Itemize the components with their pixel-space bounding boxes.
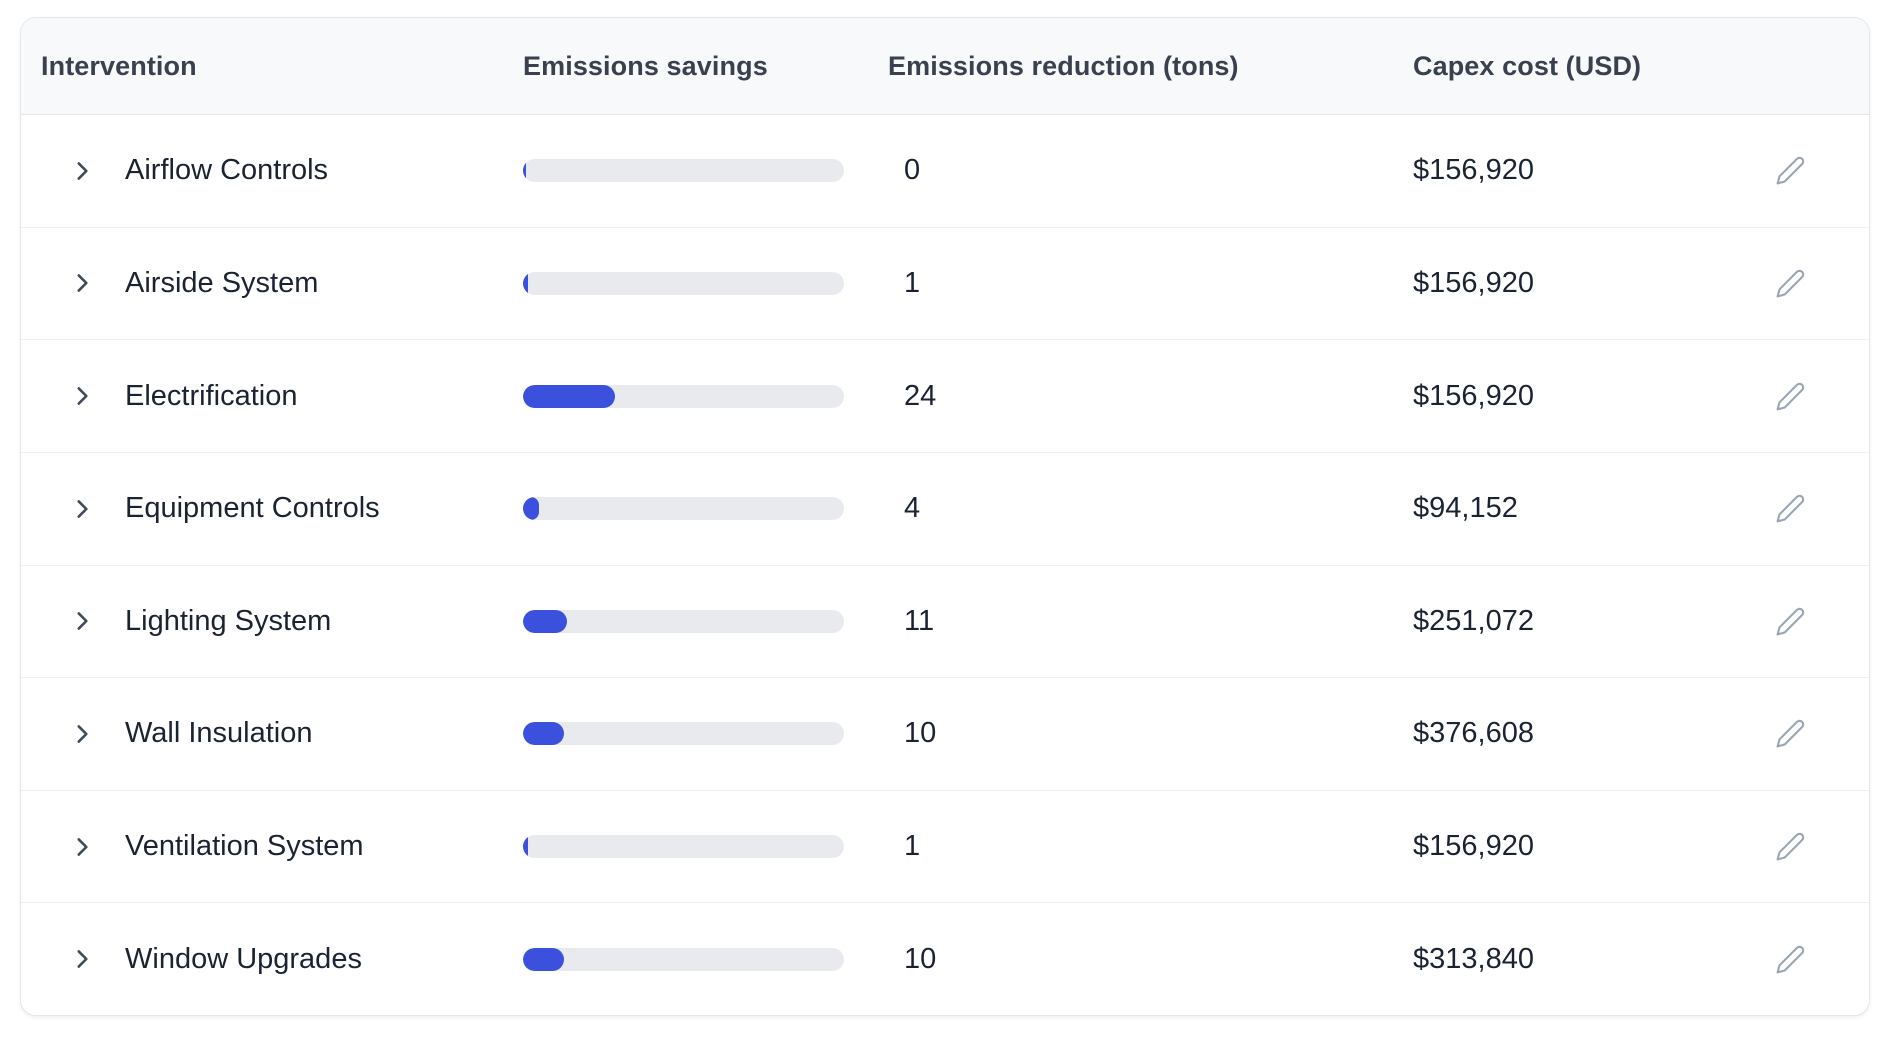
capex-cell: $313,840	[1413, 942, 1869, 976]
capex-cell: $251,072	[1413, 604, 1869, 638]
intervention-label: Airflow Controls	[125, 154, 329, 187]
emissions-savings-bar-fill	[523, 497, 540, 521]
column-header-emissions-savings: Emissions savings	[523, 50, 768, 81]
emissions-reduction-value: 0	[904, 154, 921, 187]
emissions-savings-cell	[523, 947, 888, 971]
column-header-intervention: Intervention	[41, 50, 197, 81]
chevron-right-icon[interactable]	[67, 719, 97, 749]
chevron-right-icon[interactable]	[67, 156, 97, 186]
emissions-reduction-value: 10	[904, 717, 937, 750]
table-row[interactable]: Wall Insulation 10 $376,608	[21, 677, 1869, 790]
emissions-reduction-value: 4	[904, 492, 921, 525]
emissions-savings-bar-fill	[523, 835, 528, 859]
emissions-reduction-value: 11	[904, 604, 935, 637]
emissions-reduction-value: 10	[904, 942, 937, 975]
chevron-right-icon[interactable]	[67, 381, 97, 411]
capex-cell: $156,920	[1413, 154, 1869, 188]
intervention-label: Electrification	[125, 379, 298, 412]
capex-cell: $156,920	[1413, 266, 1869, 300]
emissions-reduction-value: 24	[904, 379, 937, 412]
capex-cell: $156,920	[1413, 379, 1869, 413]
emissions-savings-bar-fill	[523, 384, 616, 408]
column-header-capex-cost: Capex cost (USD)	[1413, 50, 1642, 81]
emissions-savings-bar-track	[523, 722, 844, 746]
intervention-label: Wall Insulation	[125, 717, 313, 750]
capex-value: $156,920	[1413, 830, 1534, 863]
chevron-right-icon[interactable]	[67, 944, 97, 974]
intervention-label: Airside System	[125, 266, 319, 299]
table-row[interactable]: Window Upgrades 10 $313,840	[21, 902, 1869, 1015]
capex-cell: $156,920	[1413, 830, 1869, 864]
intervention-cell: Equipment Controls	[21, 492, 523, 525]
emissions-savings-cell	[523, 609, 888, 633]
intervention-cell: Electrification	[21, 380, 523, 413]
intervention-cell: Window Upgrades	[21, 943, 523, 976]
emissions-savings-bar-fill	[523, 722, 564, 746]
chevron-right-icon[interactable]	[67, 606, 97, 636]
table-row[interactable]: Equipment Controls 4 $94,152	[21, 451, 1869, 565]
emissions-savings-bar-fill	[523, 159, 526, 183]
emissions-savings-bar-track	[523, 384, 844, 408]
intervention-cell: Lighting System	[21, 605, 523, 638]
intervention-cell: Wall Insulation	[21, 717, 523, 750]
table-row[interactable]: Lighting System 11 $251,072	[21, 564, 1869, 678]
chevron-right-icon[interactable]	[67, 268, 97, 298]
intervention-label: Window Upgrades	[125, 942, 362, 975]
capex-value: $251,072	[1413, 604, 1534, 637]
emissions-savings-cell	[523, 271, 888, 295]
table-body: Airflow Controls 0 $156,920 Airside Syst…	[21, 115, 1869, 1015]
emissions-savings-cell	[523, 722, 888, 746]
chevron-right-icon[interactable]	[67, 494, 97, 524]
intervention-label: Ventilation System	[125, 830, 364, 863]
column-header-emissions-reduction: Emissions reduction (tons)	[888, 50, 1239, 81]
intervention-cell: Airside System	[21, 267, 523, 300]
capex-value: $376,608	[1413, 717, 1534, 750]
emissions-reduction-value: 1	[904, 266, 921, 299]
capex-value: $156,920	[1413, 379, 1534, 412]
emissions-savings-cell	[523, 497, 888, 521]
intervention-label: Lighting System	[125, 604, 332, 637]
pencil-icon[interactable]	[1773, 492, 1807, 526]
table-row[interactable]: Electrification 24 $156,920	[21, 339, 1869, 452]
pencil-icon[interactable]	[1773, 154, 1807, 188]
table-row[interactable]: Airside System 1 $156,920	[21, 226, 1869, 340]
emissions-reduction-value: 1	[904, 830, 921, 863]
emissions-savings-bar-track	[523, 947, 844, 971]
table-header-row: Intervention Emissions savings Emissions…	[21, 18, 1869, 115]
intervention-label: Equipment Controls	[125, 492, 380, 525]
intervention-cell: Airflow Controls	[21, 154, 523, 187]
emissions-savings-bar-track	[523, 159, 844, 183]
capex-value: $156,920	[1413, 266, 1534, 299]
emissions-savings-bar-track	[523, 271, 844, 295]
pencil-icon[interactable]	[1773, 717, 1807, 751]
emissions-savings-cell	[523, 835, 888, 859]
table-row[interactable]: Airflow Controls 0 $156,920	[21, 115, 1869, 227]
pencil-icon[interactable]	[1773, 379, 1807, 413]
emissions-savings-cell	[523, 384, 888, 408]
capex-cell: $94,152	[1413, 492, 1869, 526]
emissions-savings-bar-fill	[523, 947, 564, 971]
emissions-savings-bar-track	[523, 835, 844, 859]
chevron-right-icon[interactable]	[67, 832, 97, 862]
interventions-table: Intervention Emissions savings Emissions…	[20, 17, 1870, 1016]
pencil-icon[interactable]	[1773, 604, 1807, 638]
emissions-savings-bar-fill	[523, 271, 528, 295]
intervention-cell: Ventilation System	[21, 830, 523, 863]
emissions-savings-bar-track	[523, 609, 844, 633]
pencil-icon[interactable]	[1773, 266, 1807, 300]
capex-value: $94,152	[1413, 492, 1518, 525]
capex-cell: $376,608	[1413, 717, 1869, 751]
capex-value: $313,840	[1413, 942, 1534, 975]
capex-value: $156,920	[1413, 154, 1534, 187]
pencil-icon[interactable]	[1773, 830, 1807, 864]
emissions-savings-bar-fill	[523, 609, 567, 633]
pencil-icon[interactable]	[1773, 942, 1807, 976]
emissions-savings-bar-track	[523, 497, 844, 521]
table-row[interactable]: Ventilation System 1 $156,920	[21, 789, 1869, 903]
emissions-savings-cell	[523, 159, 888, 183]
